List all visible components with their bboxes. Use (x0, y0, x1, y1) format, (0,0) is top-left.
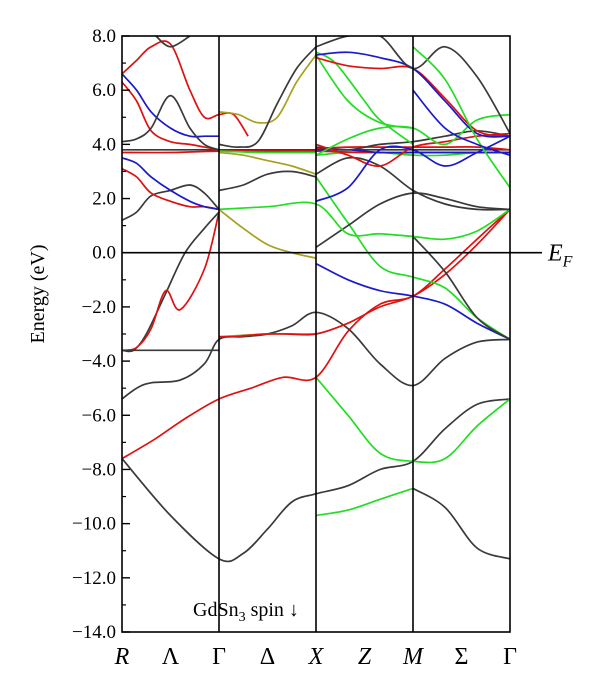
k-point-label: Σ (455, 644, 469, 670)
y-tick-label: −2.0 (82, 297, 116, 318)
y-tick-label: −8.0 (82, 459, 116, 480)
band-line-green (315, 487, 414, 517)
fermi-level-label: EF (547, 241, 573, 271)
band-line-green (218, 201, 510, 241)
band-line-green (315, 51, 414, 146)
band-line-blue (412, 89, 510, 157)
k-point-label: M (402, 644, 425, 670)
spin-annotation: GdSn3 spin ↓ (193, 599, 299, 625)
k-point-label: Z (358, 644, 372, 670)
band-line-black (218, 170, 317, 192)
band-line-olive (218, 54, 317, 124)
y-tick-label: −10.0 (72, 514, 116, 535)
y-tick-label: 0.0 (92, 243, 116, 264)
band-line-olive (218, 208, 317, 259)
band-line-green (218, 150, 317, 154)
band-line-green (315, 54, 414, 129)
y-tick-label: 6.0 (92, 80, 116, 101)
y-tick-label: −4.0 (82, 351, 116, 372)
band-line-black (412, 487, 510, 560)
k-point-label: Λ (162, 644, 180, 670)
y-axis-ticks: 8.0 6.0 4.0 2.0 0.0 −2.0 −4.0 −6.0 −8.0 −10.0 −12.… (72, 26, 130, 643)
band-line-blue (122, 157, 220, 211)
band-line-blue (122, 73, 219, 138)
band-line-olive (218, 151, 317, 176)
band-line-black (218, 46, 317, 148)
k-point-label: Γ (503, 644, 517, 670)
plot-frame (121, 35, 542, 633)
k-point-label: X (308, 644, 325, 670)
band-line-black (122, 94, 220, 151)
band-line-red (122, 81, 220, 151)
band-line-red (122, 167, 220, 211)
band-line-black (122, 311, 510, 400)
band-line-red (218, 208, 510, 338)
y-tick-label: −6.0 (82, 405, 116, 426)
band-line-black (412, 235, 510, 341)
k-point-label: Γ (212, 644, 226, 670)
y-tick-label: 8.0 (92, 26, 116, 47)
band-line-green (412, 46, 510, 189)
y-axis-label: Energy (eV) (27, 244, 49, 343)
band-line-black (155, 36, 191, 48)
band-line-red (122, 211, 220, 352)
band-line-black (122, 211, 220, 353)
k-point-label: Δ (260, 644, 275, 670)
y-tick-label: −12.0 (72, 568, 116, 589)
band-line-red (122, 40, 249, 137)
y-tick-label: 4.0 (92, 134, 116, 155)
y-tick-label: −14.0 (72, 622, 116, 643)
y-tick-label: 2.0 (92, 189, 116, 210)
k-point-label: R (114, 644, 130, 670)
